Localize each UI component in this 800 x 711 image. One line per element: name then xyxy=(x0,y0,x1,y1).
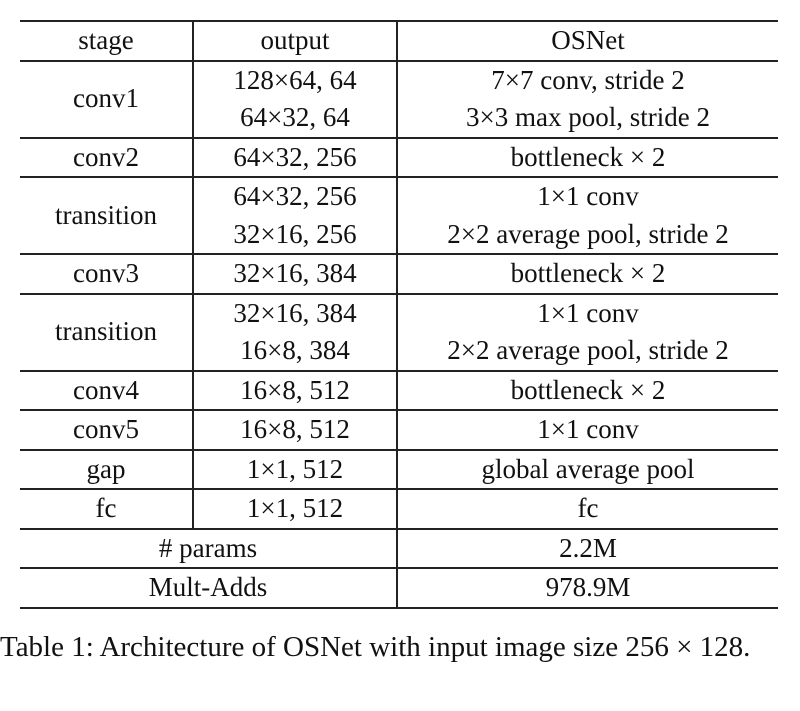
stage-cell: conv5 xyxy=(20,409,193,451)
output-line: 1×1, 512 xyxy=(246,493,344,523)
output-cell: 64×32, 256 32×16, 256 xyxy=(192,176,397,255)
stage-cell: transition xyxy=(20,292,193,372)
output-line: 32×16, 256 xyxy=(233,218,357,249)
osnet-line: 1×1 conv xyxy=(537,297,639,328)
output-line: 32×16, 384 xyxy=(233,297,357,328)
header-cell: stage xyxy=(20,20,193,62)
table-row: conv2 64×32, 256 bottleneck × 2 xyxy=(20,136,778,178)
output-cell: 128×64, 64 64×32, 64 xyxy=(192,59,397,139)
output-cell: 16×8, 512 xyxy=(192,369,397,411)
architecture-table: stage output OSNet conv1 128×64, 64 64×32, 64… xyxy=(20,20,778,609)
stage-cell: fc xyxy=(20,488,193,530)
osnet-cell: bottleneck × 2 xyxy=(396,253,778,295)
output-cell: 1×1, 512 xyxy=(192,488,397,530)
osnet-line: 2×2 average pool, stride 2 xyxy=(447,218,729,249)
output-line: 64×32, 64 xyxy=(240,102,350,132)
output-line: 16×8, 384 xyxy=(240,335,350,365)
output-line: 32×16, 384 xyxy=(233,258,357,288)
output-line: 16×8, 512 xyxy=(240,374,350,405)
osnet-line: bottleneck × 2 xyxy=(510,374,666,405)
output-cell: 32×16, 384 xyxy=(192,253,397,295)
osnet-line: 1×1 conv xyxy=(537,414,639,444)
table-row: transition 32×16, 384 16×8, 384 1×1 conv 2×2… xyxy=(20,292,778,372)
table-row: conv1 128×64, 64 64×32, 64 7×7 conv, stride… xyxy=(20,59,778,139)
osnet-cell: fc xyxy=(396,488,778,530)
output-line: 1×1, 512 xyxy=(246,453,344,484)
output-cell: 32×16, 384 16×8, 384 xyxy=(192,292,397,372)
stage-cell: conv2 xyxy=(20,136,193,178)
table-row: conv4 16×8, 512 bottleneck × 2 xyxy=(20,369,778,411)
osnet-cell: 7×7 conv, stride 2 3×3 max pool, stride 2 xyxy=(396,59,778,139)
table-row: transition 64×32, 256 32×16, 256 1×1 conv 2×… xyxy=(20,176,778,255)
osnet-line: 2×2 average pool, stride 2 xyxy=(447,335,729,365)
header-cell: output xyxy=(192,20,397,62)
summary-row: # params 2.2M xyxy=(20,527,778,569)
output-cell: 1×1, 512 xyxy=(192,448,397,490)
stage-cell: gap xyxy=(20,448,193,490)
osnet-line: 3×3 max pool, stride 2 xyxy=(466,102,710,132)
osnet-line: 7×7 conv, stride 2 xyxy=(491,64,685,95)
stage-cell: conv3 xyxy=(20,253,193,295)
header-row: stage output OSNet xyxy=(20,20,778,62)
output-cell: 16×8, 512 xyxy=(192,409,397,451)
table-row: gap 1×1, 512 global average pool xyxy=(20,448,778,490)
table-row: conv3 32×16, 384 bottleneck × 2 xyxy=(20,253,778,295)
output-cell: 64×32, 256 xyxy=(192,136,397,178)
summary-label: # params xyxy=(20,527,397,569)
osnet-line: global average pool xyxy=(481,453,695,484)
output-line: 64×32, 256 xyxy=(233,181,357,211)
stage-cell: transition xyxy=(20,176,193,255)
osnet-cell: 1×1 conv 2×2 average pool, stride 2 xyxy=(396,292,778,372)
summary-label: Mult-Adds xyxy=(20,567,397,609)
table-caption: Table 1: Architecture of OSNet with inpu… xyxy=(0,631,751,663)
output-line: 128×64, 64 xyxy=(233,64,357,95)
osnet-line: 1×1 conv xyxy=(537,181,639,211)
osnet-cell: bottleneck × 2 xyxy=(396,136,778,178)
output-line: 16×8, 512 xyxy=(240,414,350,444)
output-line: 64×32, 256 xyxy=(233,141,357,172)
osnet-cell: global average pool xyxy=(396,448,778,490)
osnet-line: bottleneck × 2 xyxy=(510,141,666,172)
table-row: fc 1×1, 512 fc xyxy=(20,488,778,530)
osnet-line: fc xyxy=(577,493,599,523)
osnet-cell: 1×1 conv xyxy=(396,409,778,451)
osnet-cell: 1×1 conv 2×2 average pool, stride 2 xyxy=(396,176,778,255)
table-row: conv5 16×8, 512 1×1 conv xyxy=(20,409,778,451)
summary-row: Mult-Adds 978.9M xyxy=(20,567,778,609)
summary-value: 978.9M xyxy=(396,567,778,609)
summary-value: 2.2M xyxy=(396,527,778,569)
header-cell: OSNet xyxy=(396,20,778,62)
osnet-cell: bottleneck × 2 xyxy=(396,369,778,411)
osnet-line: bottleneck × 2 xyxy=(510,258,666,288)
stage-cell: conv1 xyxy=(20,59,193,139)
stage-cell: conv4 xyxy=(20,369,193,411)
